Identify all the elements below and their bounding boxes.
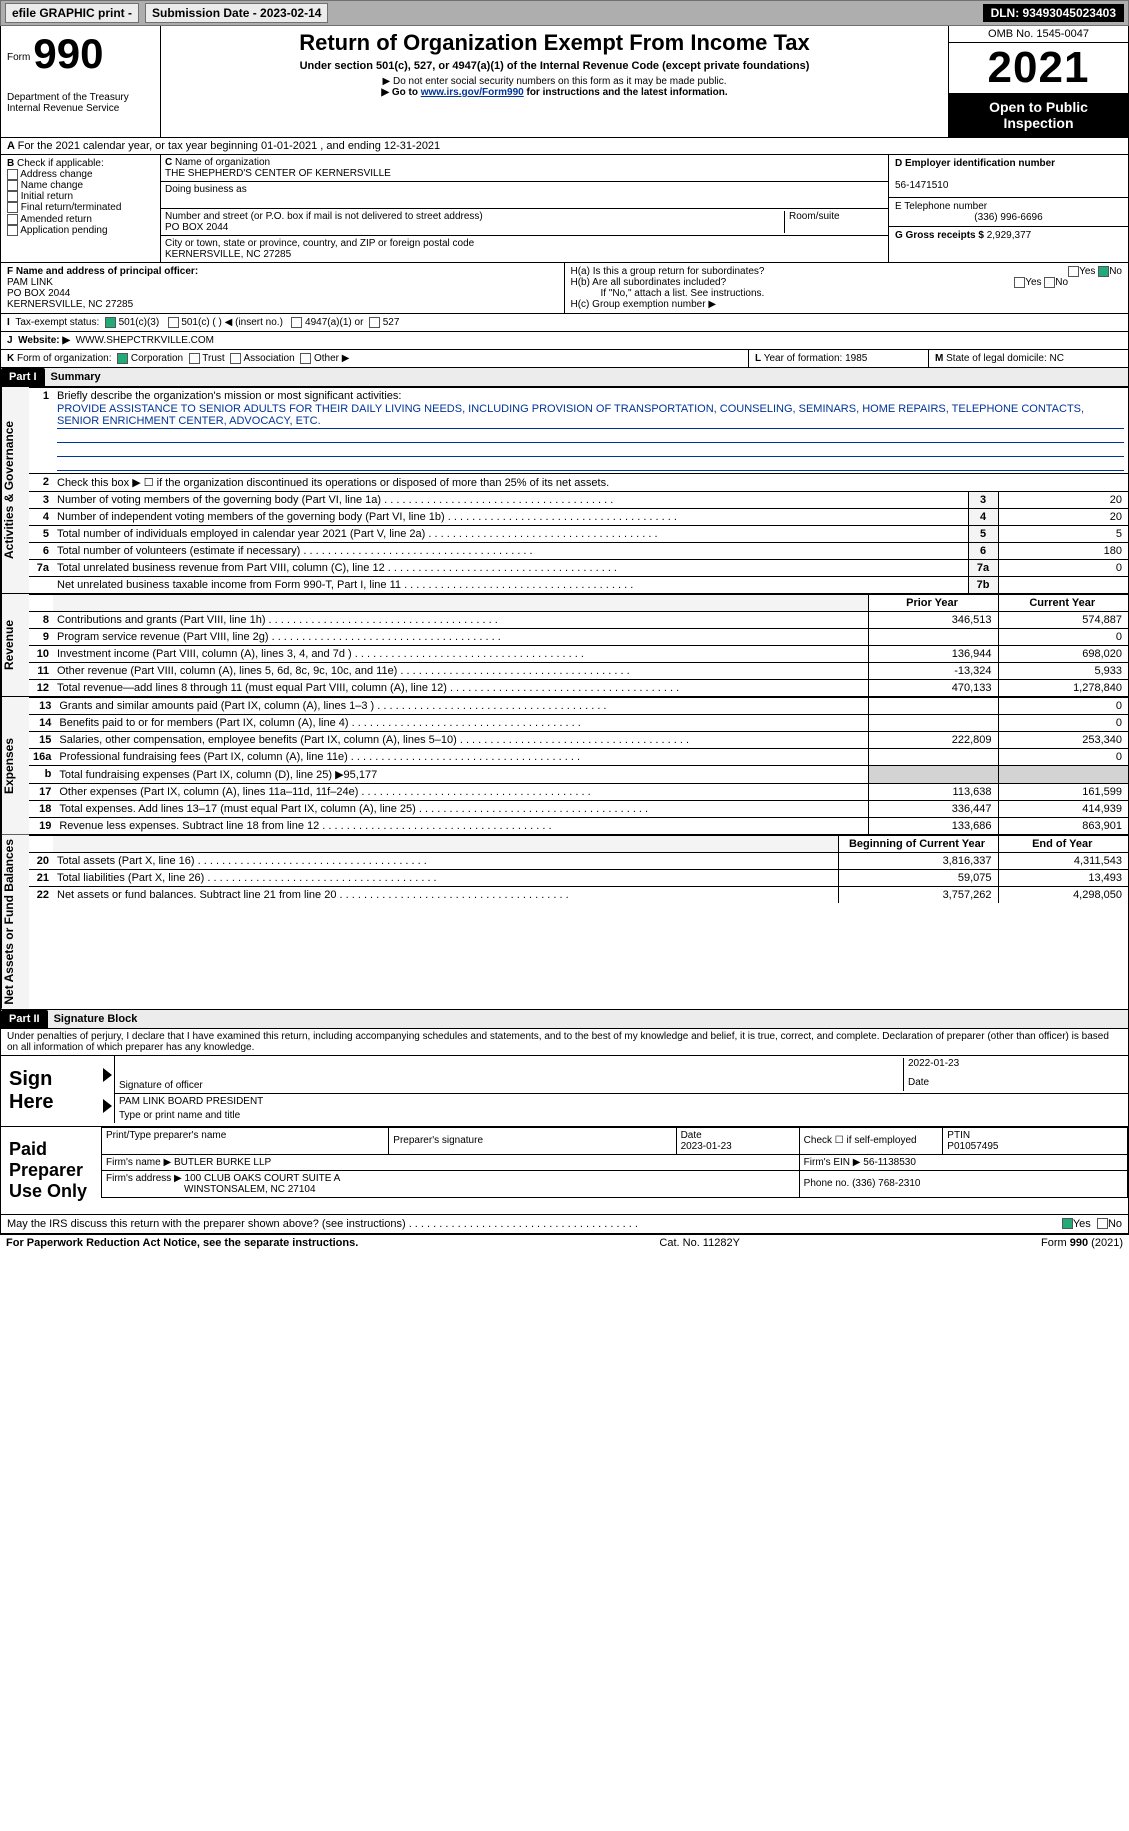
mission-text: PROVIDE ASSISTANCE TO SENIOR ADULTS FOR … [57,402,1124,429]
form-title: Return of Organization Exempt From Incom… [171,30,938,56]
ck-4947[interactable] [291,317,302,328]
website-row: J Website: ▶ WWW.SHEPCTRKVILLE.COM [0,332,1129,350]
discuss-yes[interactable] [1062,1218,1073,1229]
footer: For Paperwork Reduction Act Notice, see … [0,1234,1129,1251]
discuss-no[interactable] [1097,1218,1108,1229]
hb-no[interactable] [1044,277,1055,288]
part1-bar: Part ISummary [0,368,1129,387]
form-header: Form 990 Department of the Treasury Inte… [0,26,1129,138]
gross-receipts: 2,929,377 [987,230,1032,241]
tab-activities: Activities & Governance [1,387,29,593]
part2-bar: Part IISignature Block [0,1010,1129,1029]
org-name: THE SHEPHERD'S CENTER OF KERNERSVILLE [165,168,391,179]
sign-here: Sign Here Signature of officer 2022-01-2… [0,1056,1129,1127]
tax-status-row: I Tax-exempt status: 501(c)(3) 501(c) ( … [0,314,1129,332]
ck-other[interactable] [300,353,311,364]
officer-name: PAM LINK BOARD PRESIDENT [119,1096,1124,1110]
form-subtitle: Under section 501(c), 527, or 4947(a)(1)… [171,60,938,72]
line-a: A For the 2021 calendar year, or tax yea… [0,138,1129,155]
ck-application[interactable] [7,225,18,236]
expenses-section: Expenses 13Grants and similar amounts pa… [0,697,1129,835]
submission-date-button[interactable]: Submission Date - 2023-02-14 [145,3,328,23]
ck-527[interactable] [369,317,380,328]
ck-trust[interactable] [189,353,200,364]
arrow-icon [103,1099,112,1113]
activities-section: Activities & Governance 1Briefly describ… [0,387,1129,594]
ein-value: 56-1471510 [895,180,948,191]
ck-initial[interactable] [7,191,18,202]
tab-netassets: Net Assets or Fund Balances [1,835,29,1009]
org-city: KERNERSVILLE, NC 27285 [165,249,291,260]
org-addr: PO BOX 2044 [165,222,228,233]
entity-block: B Check if applicable: Address change Na… [0,155,1129,263]
phone-value: (336) 996-6696 [895,212,1122,223]
k-l-m-row: K Form of organization: Corporation Trus… [0,350,1129,368]
tab-expenses: Expenses [1,697,29,834]
penalties-text: Under penalties of perjury, I declare th… [0,1029,1129,1056]
form-number: 990 [33,30,103,77]
omb-number: OMB No. 1545-0047 [949,26,1128,43]
irs-link[interactable]: www.irs.gov/Form990 [421,87,524,98]
hb-yes[interactable] [1014,277,1025,288]
dln-label: DLN: 93493045023403 [983,4,1124,22]
ck-501c[interactable] [168,317,179,328]
ck-501c3[interactable] [105,317,116,328]
tab-revenue: Revenue [1,594,29,696]
ck-address[interactable] [7,169,18,180]
goto-note: ▶ Go to www.irs.gov/Form990 for instruct… [171,87,938,98]
arrow-icon [103,1068,112,1082]
toolbar: efile GRAPHIC print - Submission Date - … [0,0,1129,26]
website-link[interactable]: WWW.SHEPCTRKVILLE.COM [76,335,214,346]
ck-final[interactable] [7,202,18,213]
officer-block: F Name and address of principal officer:… [0,263,1129,314]
ssn-note: ▶ Do not enter social security numbers o… [171,76,938,87]
open-inspection: Open to Public Inspection [949,93,1128,137]
ha-no[interactable] [1098,266,1109,277]
revenue-section: Revenue Prior YearCurrent Year 8Contribu… [0,594,1129,697]
form-word: Form [7,52,30,63]
dept-label: Department of the Treasury Internal Reve… [7,92,154,114]
paid-preparer: Paid Preparer Use Only Print/Type prepar… [0,1127,1129,1215]
tax-year: 2021 [949,43,1128,93]
ck-corp[interactable] [117,353,128,364]
efile-button[interactable]: efile GRAPHIC print - [5,3,139,23]
ck-assoc[interactable] [230,353,241,364]
discuss-row: May the IRS discuss this return with the… [0,1215,1129,1234]
ck-amended[interactable] [7,214,18,225]
netassets-section: Net Assets or Fund Balances Beginning of… [0,835,1129,1010]
ck-name[interactable] [7,180,18,191]
ha-yes[interactable] [1068,266,1079,277]
